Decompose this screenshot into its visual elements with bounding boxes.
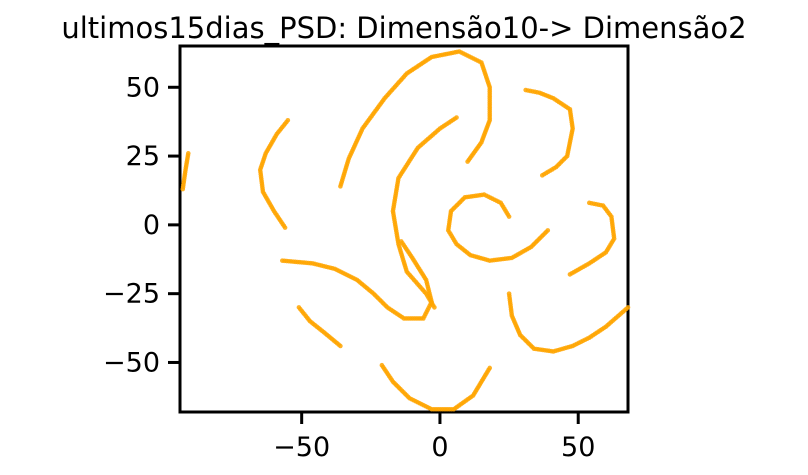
data-point (625, 305, 631, 310)
y-tick-label: 50 (126, 72, 160, 103)
x-tick-label: 50 (561, 432, 595, 463)
axes: −50 0 50 −50 −25 0 25 50 (103, 72, 595, 463)
y-tick-label: 25 (126, 141, 160, 172)
data-point (567, 272, 573, 277)
y-tick-label: 0 (143, 210, 160, 241)
chart-title: ultimos15dias_PSD: Dimensão10-> Dimensão… (61, 11, 746, 45)
data-point (465, 159, 470, 164)
x-tick-label: −50 (273, 432, 330, 463)
data-point (487, 365, 493, 371)
data-point (539, 173, 545, 178)
data-point (338, 343, 343, 349)
x-tick-label: 0 (431, 432, 448, 463)
data-point (432, 305, 437, 310)
data-point (282, 225, 288, 230)
y-tick-label: −50 (103, 347, 160, 378)
plot-area (178, 44, 630, 414)
data-points (180, 49, 631, 412)
y-tick-label: −25 (103, 279, 160, 310)
data-point (545, 228, 551, 233)
data-point (185, 151, 191, 156)
data-point (398, 239, 404, 244)
